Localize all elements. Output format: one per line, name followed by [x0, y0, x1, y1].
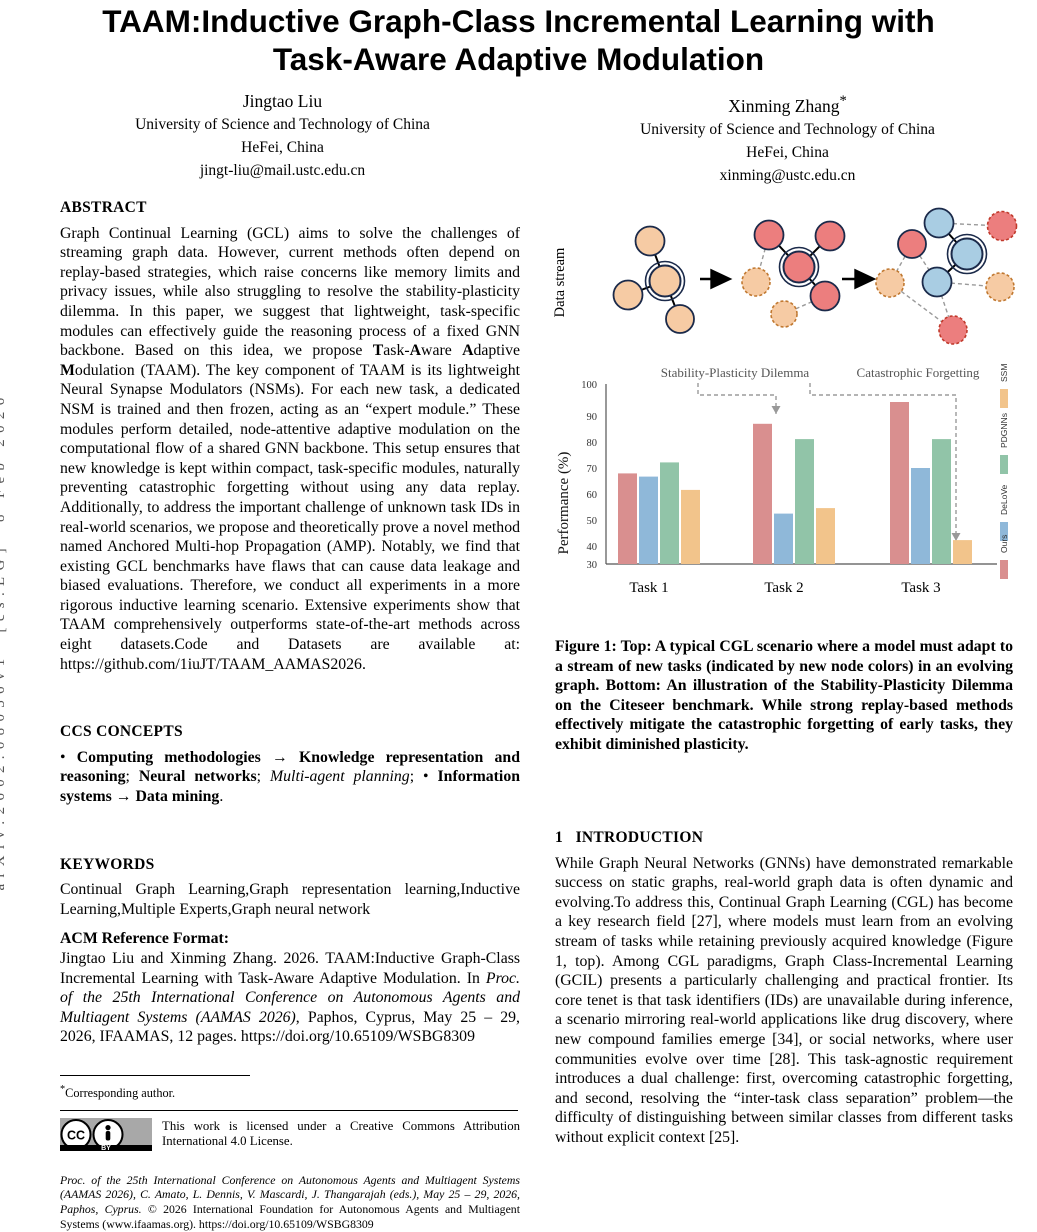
svg-text:BY: BY: [101, 1145, 111, 1151]
svg-text:Task 2: Task 2: [764, 580, 803, 596]
svg-text:SSM: SSM: [999, 364, 1009, 382]
svg-text:Task 1: Task 1: [629, 580, 668, 596]
svg-text:CC: CC: [67, 1128, 85, 1142]
svg-text:Task 3: Task 3: [901, 580, 940, 596]
svg-text:40: 40: [587, 542, 598, 553]
svg-text:80: 80: [587, 438, 598, 449]
svg-text:30: 30: [587, 560, 598, 571]
svg-text:Catastrophic Forgetting: Catastrophic Forgetting: [857, 365, 980, 380]
svg-text:Ours: Ours: [999, 535, 1009, 553]
svg-text:Stability-Plasticity Dilemma: Stability-Plasticity Dilemma: [661, 365, 810, 380]
svg-text:60: 60: [587, 490, 598, 501]
svg-text:Performance (%): Performance (%): [556, 452, 572, 555]
svg-text:70: 70: [587, 464, 598, 475]
svg-text:PDGNNs: PDGNNs: [999, 413, 1009, 448]
svg-text:100: 100: [581, 380, 597, 391]
svg-text:50: 50: [587, 516, 598, 527]
svg-text:DeLoVe: DeLoVe: [999, 484, 1009, 515]
svg-text:90: 90: [587, 412, 598, 423]
